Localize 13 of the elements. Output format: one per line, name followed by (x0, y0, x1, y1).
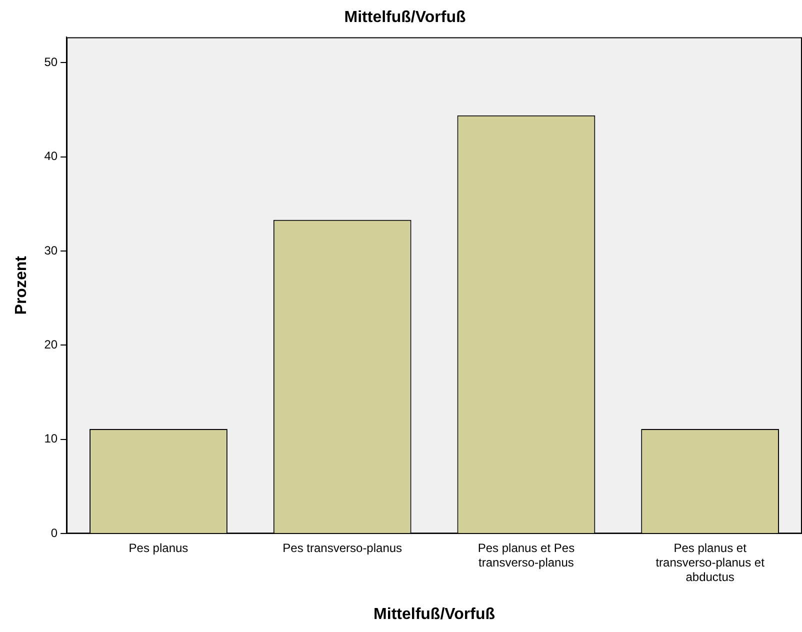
x-tick-label: Pes transverso-planus (282, 541, 402, 556)
x-tick-label: Pes planus (128, 541, 188, 556)
y-tick-label: 40 (44, 149, 58, 164)
chart-title: Mittelfuß/Vorfuß (344, 9, 466, 26)
x-axis-title: Mittelfuß/Vorfuß (374, 606, 496, 623)
y-tick-label: 10 (44, 432, 58, 446)
y-axis-title: Prozent (13, 255, 30, 315)
y-tick-label: 0 (50, 526, 58, 540)
x-tick-label: Pes planus et transverso-planus et abductus (656, 541, 766, 584)
y-tick-label: 20 (44, 338, 58, 352)
y-tick-label: 30 (44, 243, 58, 258)
x-tick-label: Pes planus et Pes transverso-planus (478, 541, 575, 570)
y-tick-label: 50 (44, 54, 58, 69)
